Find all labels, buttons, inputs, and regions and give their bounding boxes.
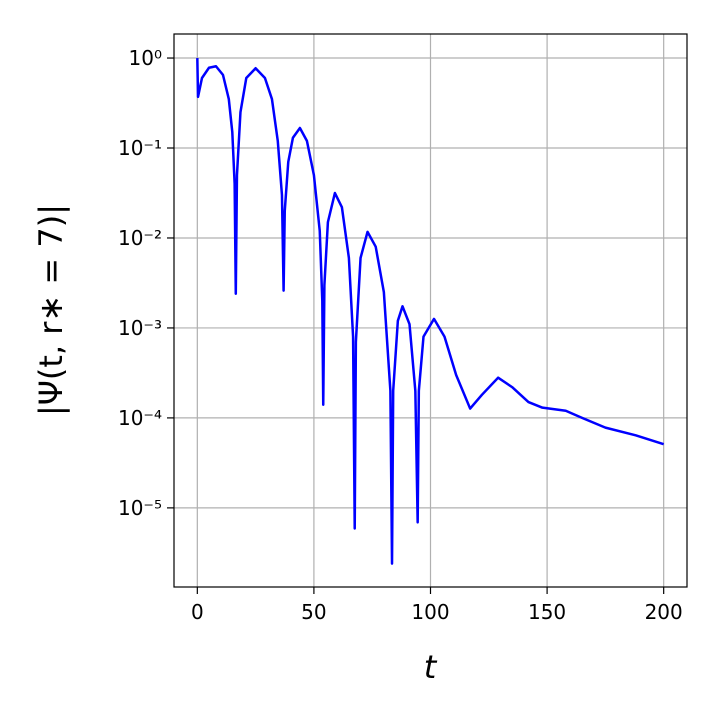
y-tick-label: 10⁻⁴ [118,406,162,430]
y-tick-label: 10⁰ [129,46,162,70]
y-tick-label: 10⁻² [118,226,162,250]
data-line [196,58,665,565]
x-tick-label: 0 [191,600,204,624]
x-tick-label: 150 [528,600,566,624]
x-tick-label: 200 [645,600,683,624]
x-tick-label: 100 [411,600,449,624]
plot-frame [173,33,688,588]
y-tick-label: 10⁻³ [118,316,162,340]
x-axis-label: t [424,648,438,686]
y-tick-label: 10⁻¹ [118,136,162,160]
y-tick-label: 10⁻⁵ [118,496,162,520]
y-axis-label: |Ψ(t, r∗ = 7)| [32,204,70,416]
x-tick-label: 50 [301,600,326,624]
